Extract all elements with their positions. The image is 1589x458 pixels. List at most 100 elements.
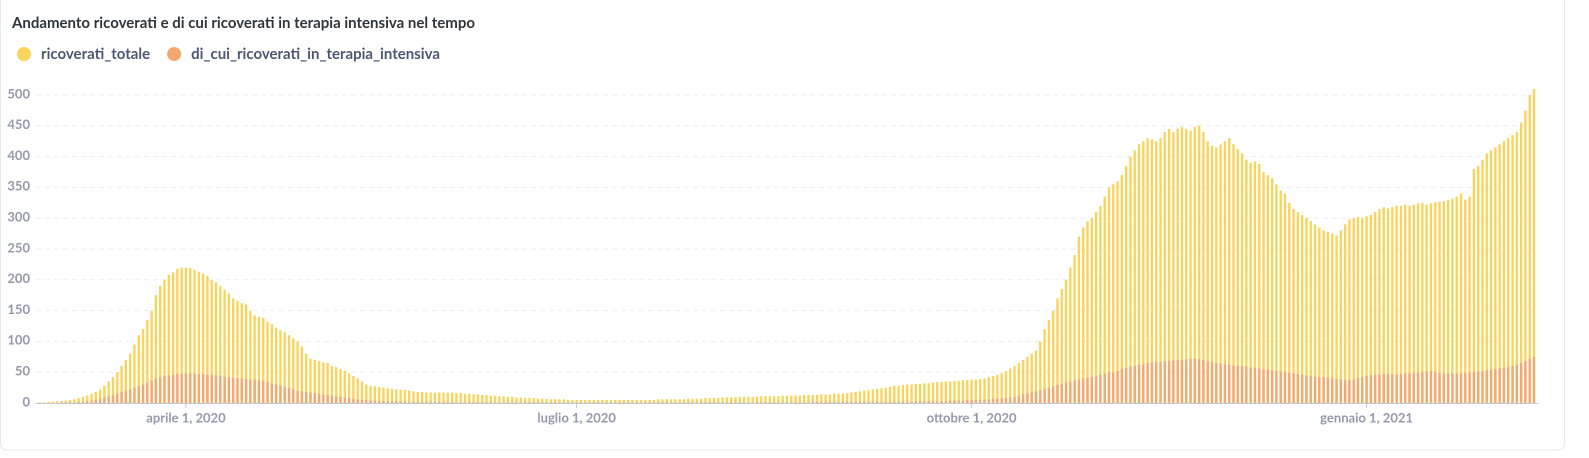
bar [1240,153,1244,403]
bar [1434,372,1437,403]
bar [1416,203,1420,403]
bar [725,397,729,403]
bar [1009,368,1012,403]
y-tick-label: 500 [7,85,30,101]
bar [1026,356,1029,403]
bar [1112,184,1115,403]
bar [760,402,763,403]
bar [1266,369,1270,403]
bar [1021,394,1025,403]
bar [1120,369,1124,403]
y-tick-label: 200 [7,270,30,286]
bar [197,374,201,403]
bar [824,394,827,403]
bar [549,402,553,403]
bar [1408,373,1411,403]
bar [1515,364,1519,403]
bar [1326,377,1330,403]
bar [738,402,741,403]
bar [304,353,308,403]
bar [1146,362,1149,403]
bar [64,400,67,403]
bar [313,359,316,403]
bar [717,398,720,403]
bar [38,402,42,403]
bar [888,401,892,403]
bar [1313,376,1317,403]
bar [979,399,982,403]
bar [309,392,312,403]
bar [579,402,583,403]
bar [708,398,711,403]
bar [1090,218,1093,403]
bar [296,390,299,403]
bar [249,379,252,403]
bar [918,383,922,403]
bar [626,402,630,403]
bar [1382,207,1385,403]
bar [1189,130,1192,403]
bar [772,402,776,403]
bar [1511,366,1514,403]
bar [429,401,432,403]
bar [764,396,767,403]
bar [618,399,621,403]
bar [111,377,115,403]
bar [596,402,600,403]
bar [983,378,986,403]
bar [274,384,278,403]
bar [352,398,355,403]
bar [571,399,574,403]
y-tick-label: 50 [15,363,31,379]
bar [1528,95,1531,403]
bar [292,389,295,403]
bar [1150,362,1154,403]
bar [1185,359,1188,403]
bar [369,400,372,403]
y-tick-label: 100 [7,332,30,348]
bar [481,394,484,403]
bar [1373,374,1377,403]
bar [365,399,368,403]
bar [807,402,810,403]
bar [476,402,480,403]
bar [974,379,978,403]
bar [1266,175,1270,403]
bar [128,389,132,403]
bar [1223,364,1227,403]
bar [652,399,656,403]
bar [1163,361,1166,403]
bar [1137,144,1141,403]
bar [236,378,239,403]
bar [867,390,870,403]
bar [1103,196,1106,403]
bar [1206,361,1209,403]
bar [1532,88,1536,403]
bar [867,401,870,403]
bar [708,402,711,403]
bar [266,382,269,403]
bar [665,399,668,403]
bar [442,392,445,403]
bar [356,399,359,403]
bar [425,392,428,403]
y-tick-label: 150 [7,301,30,317]
bar [871,389,875,403]
bar [854,401,857,403]
bar [712,398,716,403]
bar [1236,366,1239,403]
bar [1425,371,1428,403]
bar [493,395,497,403]
bar [931,382,935,403]
bar [644,399,647,403]
bar [858,391,862,403]
bar [614,402,617,403]
bar [1116,370,1119,403]
bar [1477,371,1480,403]
bar [468,393,471,403]
bar [1240,366,1244,403]
bar [193,269,196,403]
bar [1167,361,1171,403]
bar [489,402,492,403]
